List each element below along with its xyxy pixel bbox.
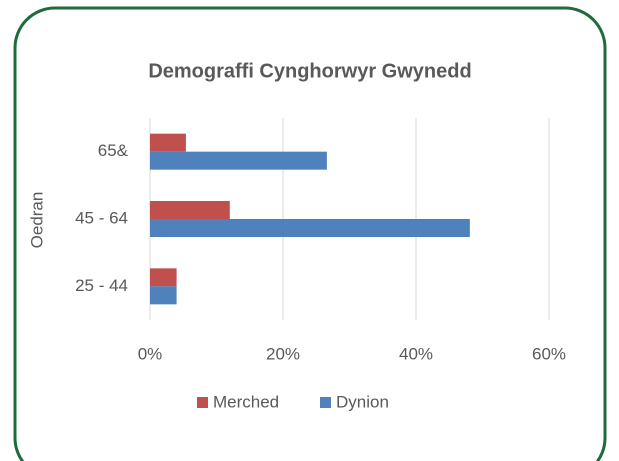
y-tick-label: 65&: [98, 141, 129, 160]
bar: [150, 133, 186, 152]
legend-swatch: [320, 397, 331, 408]
x-tick-label: 20%: [266, 344, 300, 363]
y-tick-label: 25 - 44: [75, 276, 128, 295]
x-tick-label: 60%: [532, 344, 566, 363]
bar: [150, 151, 327, 170]
legend-label: Merched: [213, 392, 279, 411]
y-tick-label: 45 - 64: [75, 208, 128, 227]
legend-label: Dynion: [336, 392, 389, 411]
bar: [150, 268, 177, 287]
x-tick-label: 0%: [138, 344, 163, 363]
y-axis-label: Oedran: [27, 192, 46, 249]
legend-swatch: [197, 397, 208, 408]
bar: [150, 286, 177, 305]
bar: [150, 219, 470, 237]
x-tick-label: 40%: [399, 344, 433, 363]
bar: [150, 201, 230, 219]
chart-title: Demograffi Cynghorwyr Gwynedd: [148, 60, 471, 82]
